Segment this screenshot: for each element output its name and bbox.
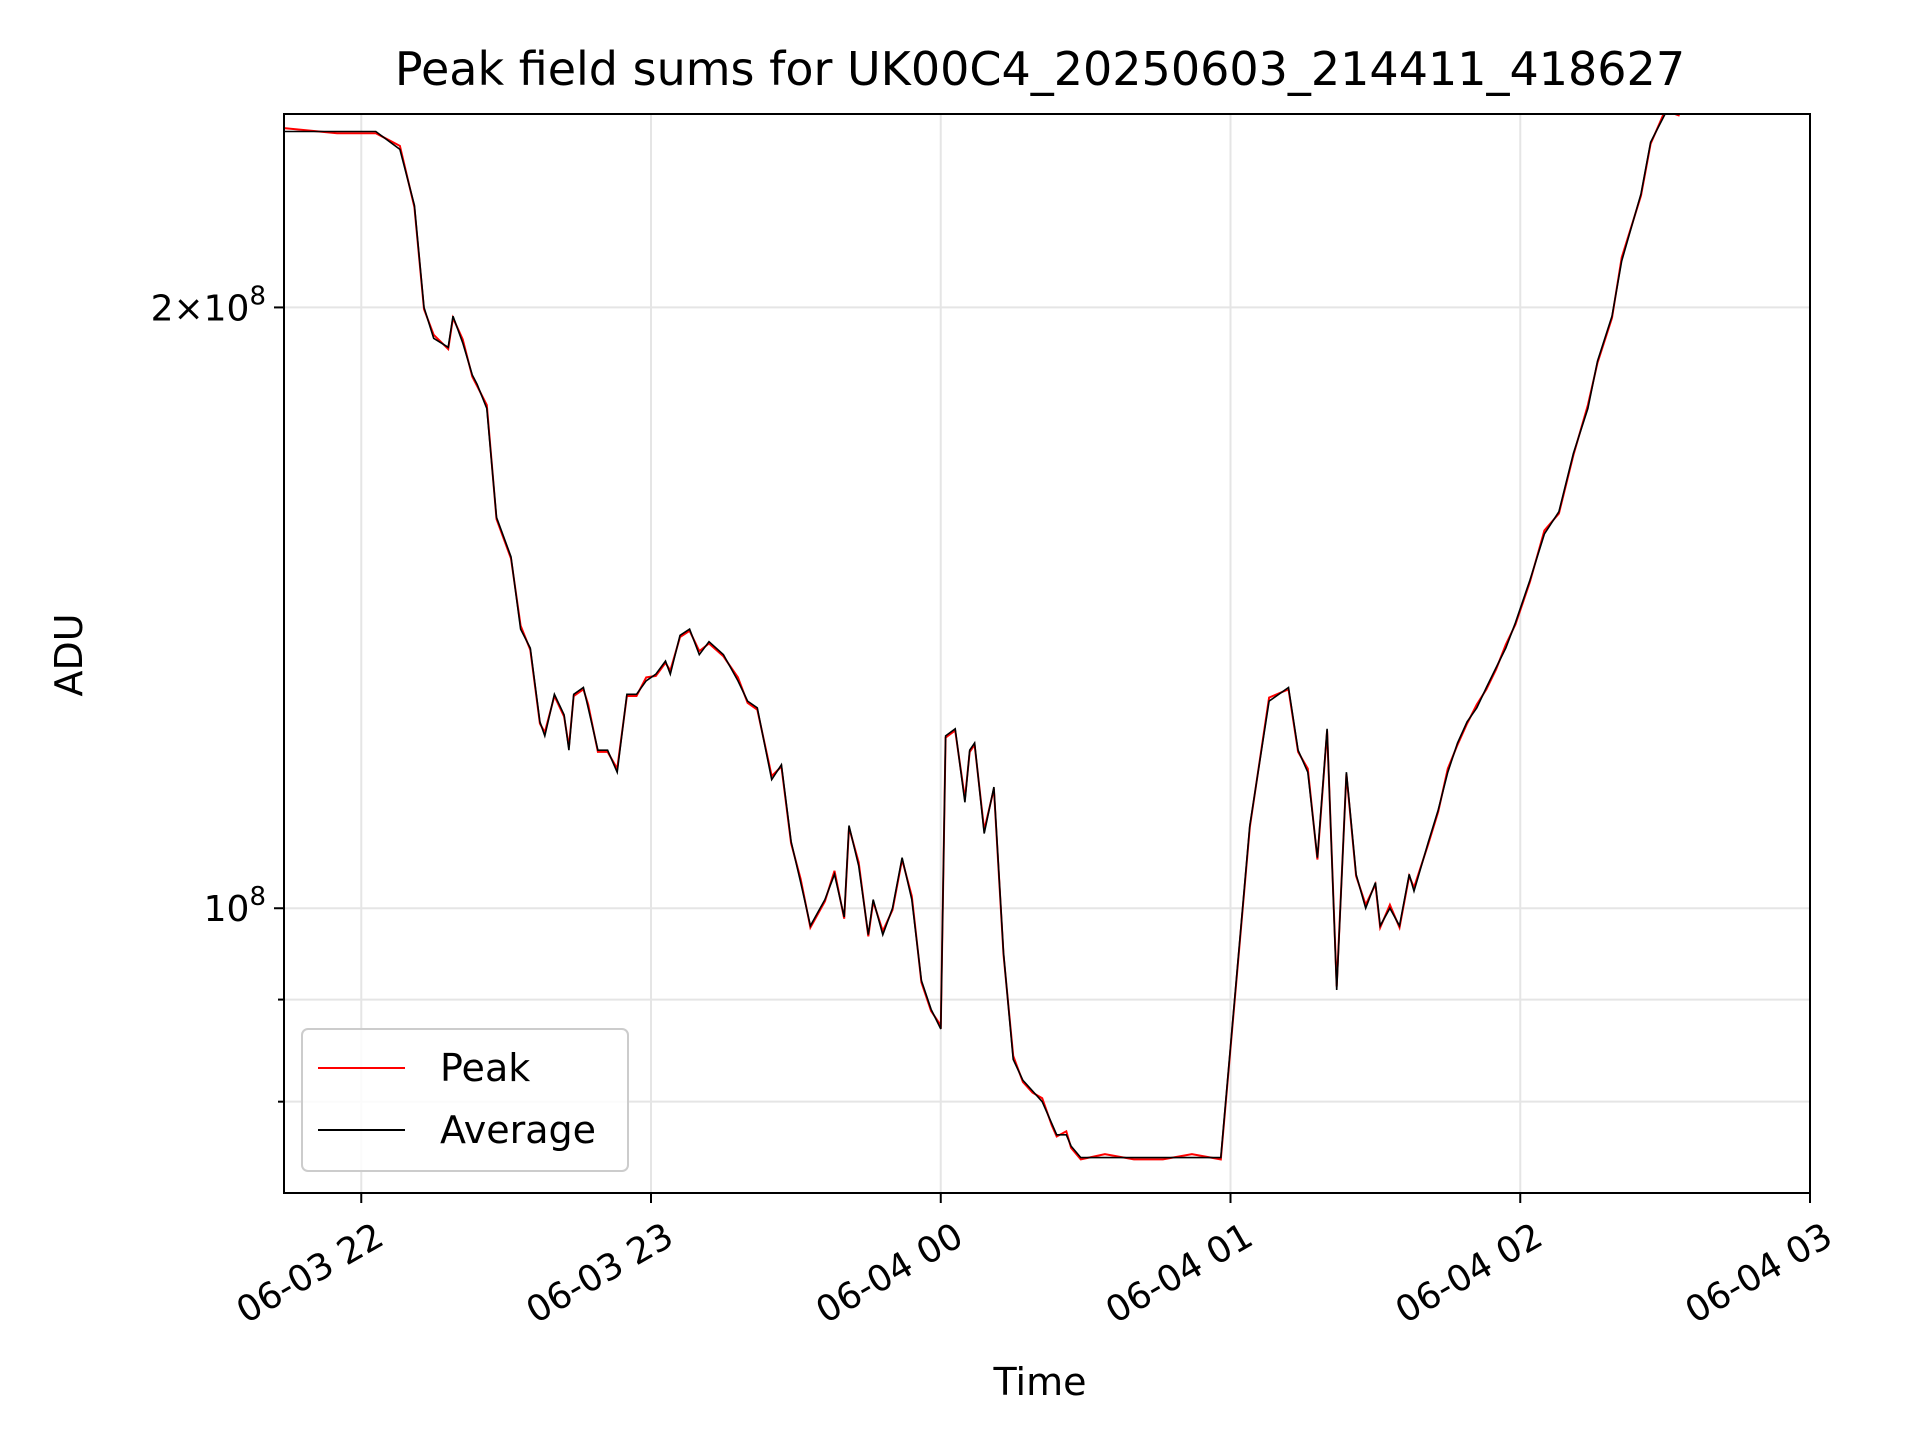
- x-axis-label: Time: [993, 1360, 1087, 1404]
- y-tick-label: 108: [204, 882, 266, 930]
- y-axis-label: ADU: [47, 613, 91, 696]
- chart-title: Peak field sums for UK00C4_20250603_2144…: [395, 42, 1685, 96]
- y-tick-label: 2×108: [151, 281, 266, 329]
- plot-frame: [283, 113, 1811, 1194]
- legend-peak-label: Peak: [440, 1046, 530, 1090]
- legend: Peak Average: [301, 1028, 629, 1172]
- legend-average-label: Average: [440, 1108, 596, 1152]
- legend-frame: [301, 1028, 629, 1172]
- series-average-line: [284, 114, 1680, 1159]
